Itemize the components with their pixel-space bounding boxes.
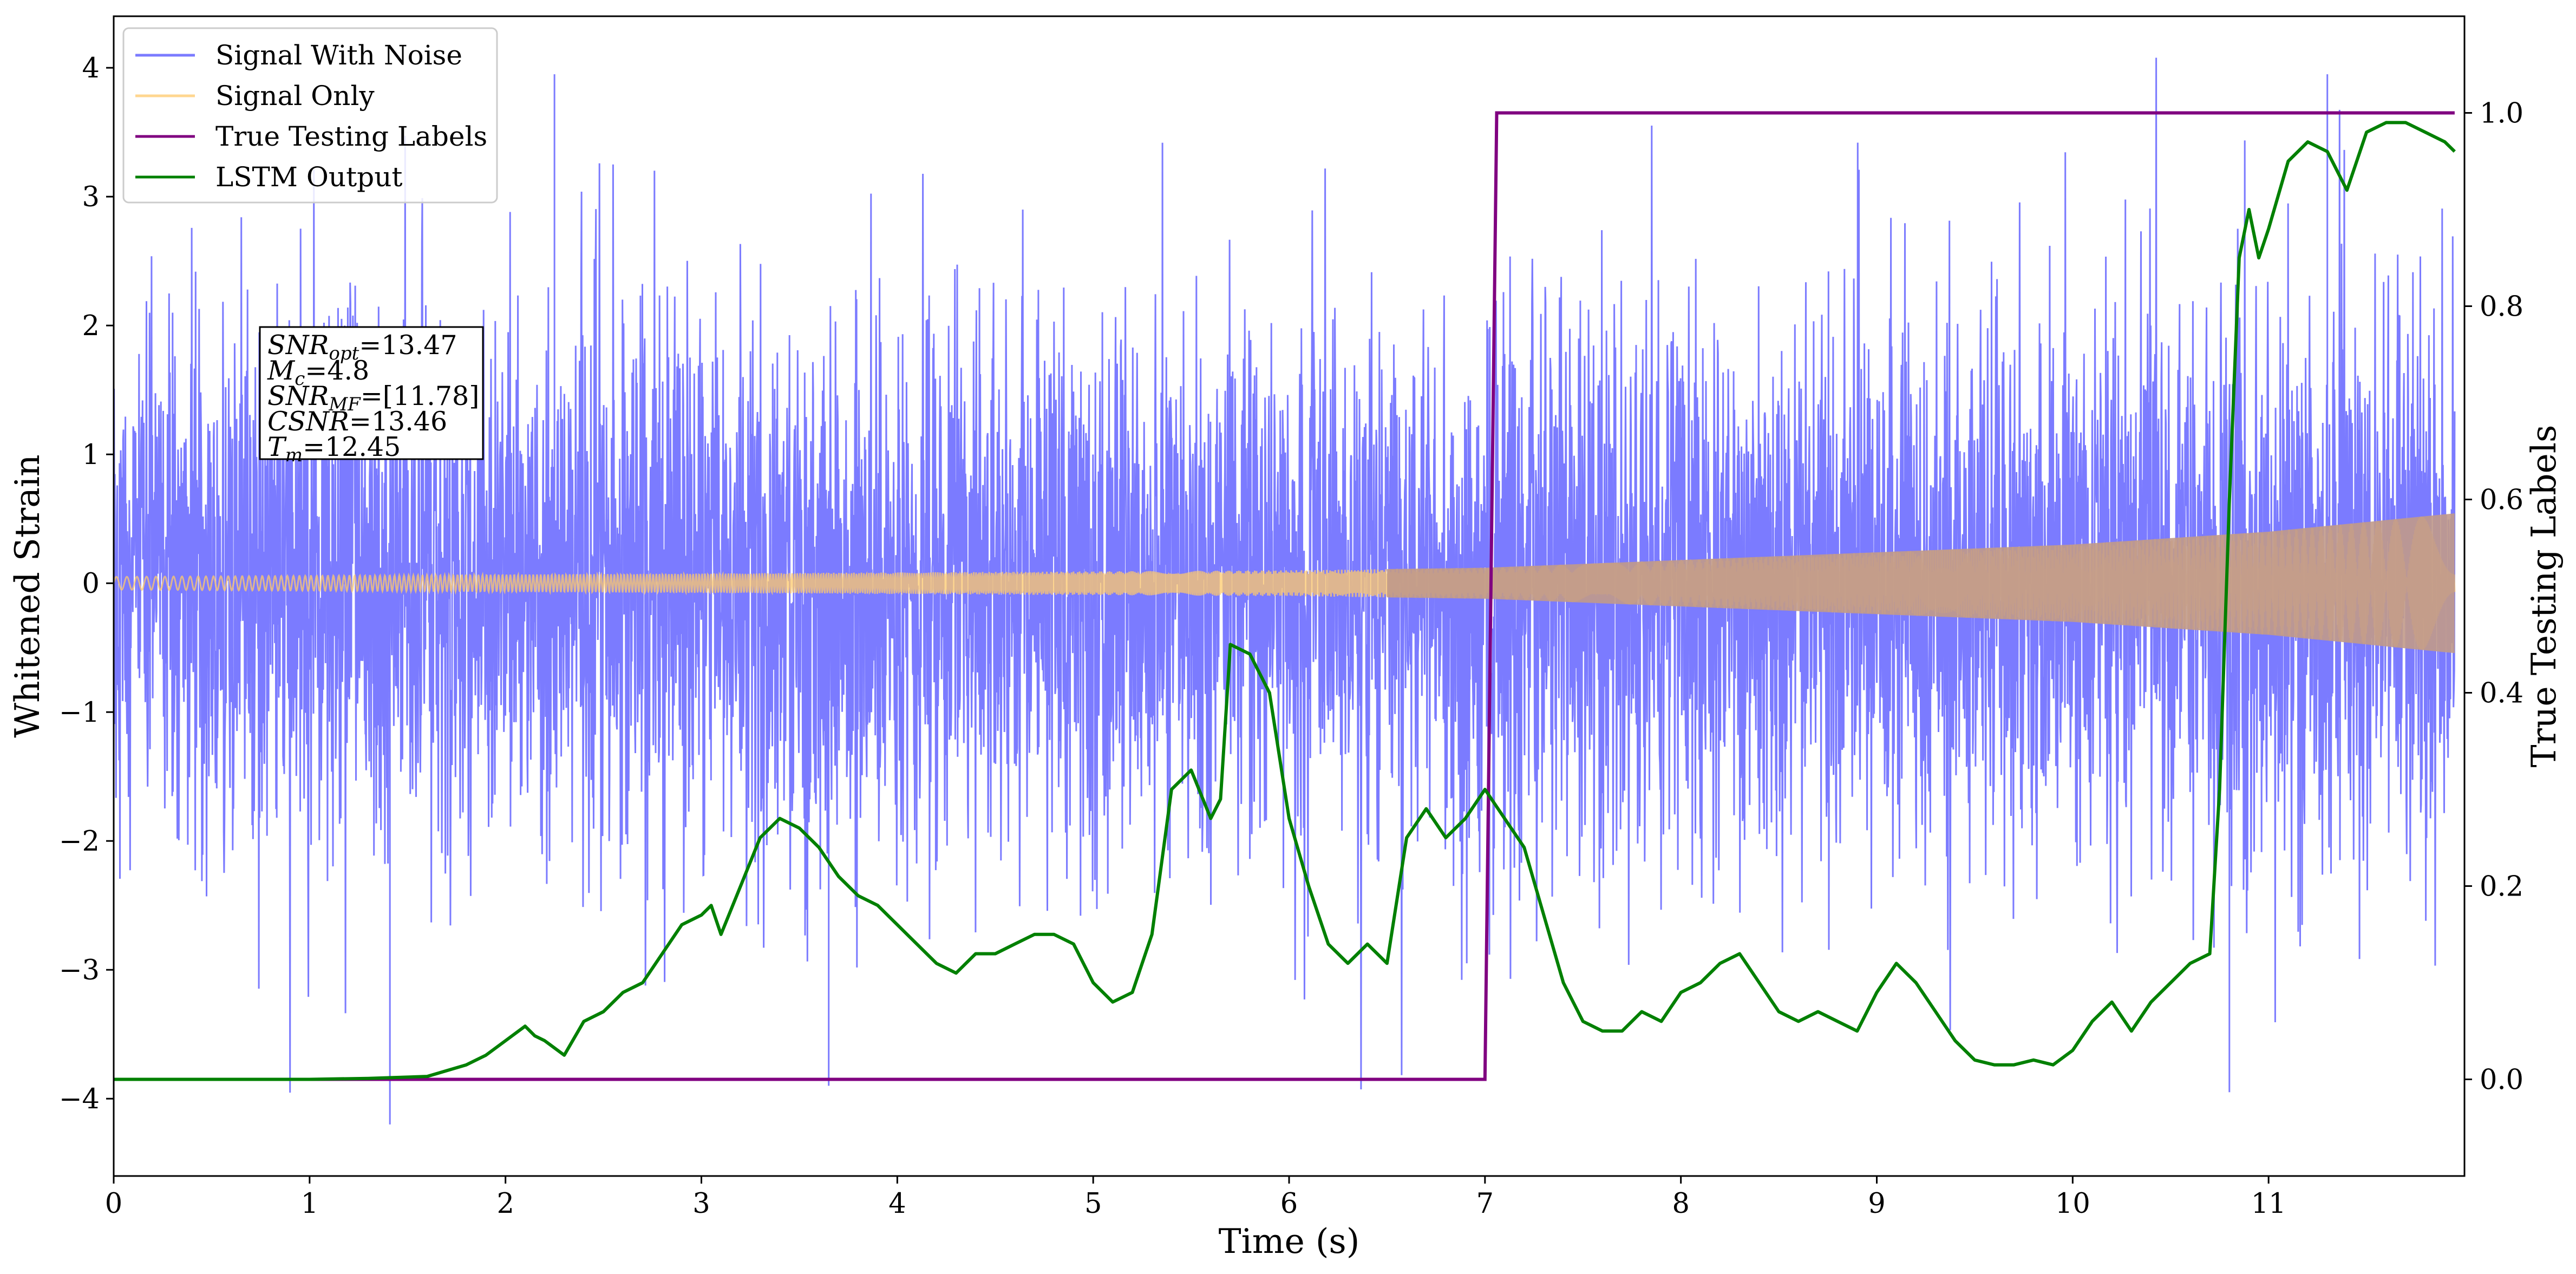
x-tick-label: 11 — [2251, 1188, 2286, 1220]
y-tick-label: 0 — [82, 568, 100, 600]
signal-with-noise-line — [114, 57, 2456, 1093]
signal-with-noise-series — [114, 57, 2456, 1125]
y-tick-label: 2 — [82, 310, 100, 342]
x-axis: 0 1 2 3 4 5 6 7 8 9 10 11 — [105, 1176, 2286, 1220]
x-tick-label: 3 — [692, 1188, 710, 1220]
x-tick-label: 2 — [496, 1188, 514, 1220]
x-tick-label: 10 — [2055, 1188, 2090, 1220]
legend: Signal With Noise Signal Only True Testing… — [122, 27, 498, 204]
x-tick-label: 9 — [1868, 1188, 1885, 1220]
legend-label: Signal Only — [215, 80, 375, 112]
y2-tick-label: 0.2 — [2480, 871, 2523, 903]
x-tick-label: 5 — [1084, 1188, 1102, 1220]
metrics-annotation-box: SNRopt=13.47Mc=4.8SNRMF=[11.78]CSNR=13.4… — [259, 326, 484, 466]
lstm-output-series — [114, 121, 2456, 1081]
y-tick-label: −2 — [59, 826, 100, 858]
legend-box — [122, 27, 498, 204]
x-tick-label: 6 — [1280, 1188, 1298, 1220]
y2-tick-label: 0.8 — [2480, 291, 2523, 323]
x-tick-label: 8 — [1672, 1188, 1689, 1220]
y-tick-label: −1 — [59, 697, 100, 729]
annotation-frame — [259, 326, 484, 460]
true-testing-labels-series — [114, 111, 2455, 1081]
legend-label: Signal With Noise — [215, 40, 462, 71]
annotation-line: Mc=4.8 — [267, 355, 369, 390]
x-tick-label: 4 — [888, 1188, 906, 1220]
x-tick-label: 1 — [301, 1188, 318, 1220]
y2-axis-title: True Testing Labels — [2524, 425, 2564, 768]
y-tick-label: 4 — [82, 53, 100, 84]
y2-tick-label: 1.0 — [2480, 98, 2523, 130]
legend-label: LSTM Output — [215, 161, 402, 193]
annotation-line: SNRMF=[11.78] — [267, 381, 479, 415]
y-axis-right: 0.0 0.2 0.4 0.6 0.8 1.0 — [2464, 98, 2523, 1096]
true-testing-labels-line — [114, 111, 2455, 1081]
signal-only-series — [114, 513, 2456, 654]
x-tick-label: 0 — [105, 1188, 122, 1220]
y2-tick-label: 0.6 — [2480, 485, 2523, 517]
y2-tick-label: 0.4 — [2480, 678, 2523, 710]
y-tick-label: −3 — [59, 955, 100, 986]
annotation-line: CSNR=13.46 — [267, 406, 447, 437]
x-axis-title: Time (s) — [1219, 1221, 1360, 1261]
x-tick-label: 7 — [1476, 1188, 1494, 1220]
y2-tick-label: 0.0 — [2480, 1064, 2523, 1096]
signal-only-envelope — [1387, 513, 2455, 654]
annotation-line: Tm=12.45 — [267, 432, 401, 466]
y-tick-label: 3 — [82, 181, 100, 213]
y-tick-label: −4 — [59, 1083, 100, 1115]
y-axis-left: −4 −3 −2 −1 0 1 2 3 4 — [59, 53, 114, 1115]
y-axis-title: Whitened Strain — [8, 454, 47, 737]
annotation-line: SNRopt=13.47 — [267, 330, 457, 364]
legend-label: True Testing Labels — [215, 121, 487, 152]
lstm-output-line — [114, 121, 2456, 1081]
y-tick-label: 1 — [82, 439, 100, 471]
